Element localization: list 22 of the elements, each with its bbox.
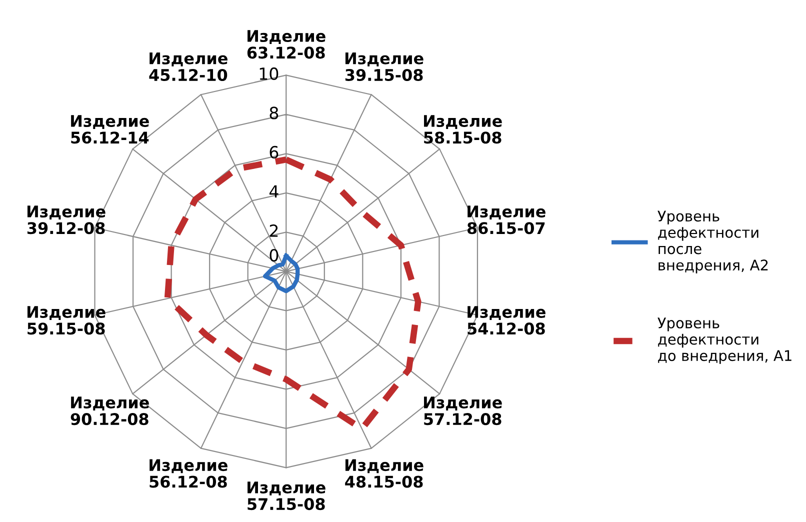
y-tick-label: 4 bbox=[269, 185, 278, 198]
y-tick-label: 6 bbox=[270, 146, 278, 159]
spoke-label: Изделие 58.15-08 bbox=[424, 115, 502, 144]
y-tick-label: 0 bbox=[270, 248, 278, 262]
spoke-label: Изделие 86.15-07 bbox=[467, 206, 546, 234]
y-tick-label: 2 bbox=[270, 224, 278, 237]
spoke-label: Изделие 90.12-08 bbox=[70, 396, 149, 426]
spoke-label: Изделие 57.15-08 bbox=[248, 482, 326, 510]
legend-label: Уровень дефектности до внедрения, А1 bbox=[658, 318, 792, 364]
spoke-label: Изделие 63.12-08 bbox=[247, 30, 326, 59]
spoke-label: Изделие 39.15-08 bbox=[345, 52, 424, 82]
y-tick-label: 10 bbox=[260, 67, 278, 80]
spoke-label: Изделие 48.15-08 bbox=[345, 459, 424, 488]
spoke-label: Изделие 54.12-08 bbox=[468, 306, 546, 335]
legend-label: Уровень дефектности после внедрения, А2 bbox=[658, 210, 768, 274]
spoke-label: Изделие 39.12-08 bbox=[27, 206, 106, 234]
spoke-label: Изделие 57.12-08 bbox=[424, 396, 502, 426]
spoke-label: Изделие 59.15-08 bbox=[27, 306, 106, 335]
spoke-label: Изделие 56.12-08 bbox=[150, 459, 228, 488]
spoke-label: Изделие 56.12-14 bbox=[71, 115, 149, 144]
y-tick-label: 8 bbox=[270, 106, 278, 120]
spoke-label: Изделие 45.12-10 bbox=[149, 52, 228, 82]
